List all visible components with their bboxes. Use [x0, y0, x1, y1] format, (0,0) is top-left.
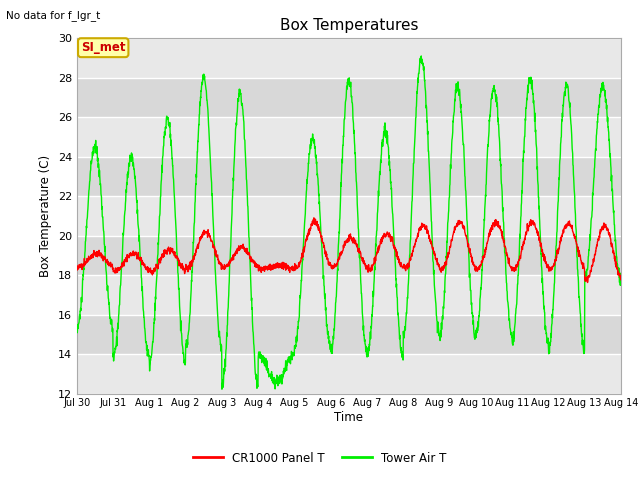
Legend: CR1000 Panel T, Tower Air T: CR1000 Panel T, Tower Air T — [188, 447, 452, 469]
Bar — [77, 78, 621, 117]
Bar — [77, 38, 621, 78]
Bar — [77, 236, 621, 275]
Bar — [77, 315, 621, 354]
Y-axis label: Box Temperature (C): Box Temperature (C) — [39, 155, 52, 277]
Title: Box Temperatures: Box Temperatures — [280, 18, 418, 33]
Bar — [77, 354, 621, 394]
Bar — [77, 157, 621, 196]
X-axis label: Time: Time — [334, 411, 364, 424]
Bar — [77, 117, 621, 157]
Bar — [77, 196, 621, 236]
Text: No data for f_lgr_t: No data for f_lgr_t — [6, 10, 100, 21]
Text: SI_met: SI_met — [81, 41, 125, 54]
Bar — [77, 275, 621, 315]
